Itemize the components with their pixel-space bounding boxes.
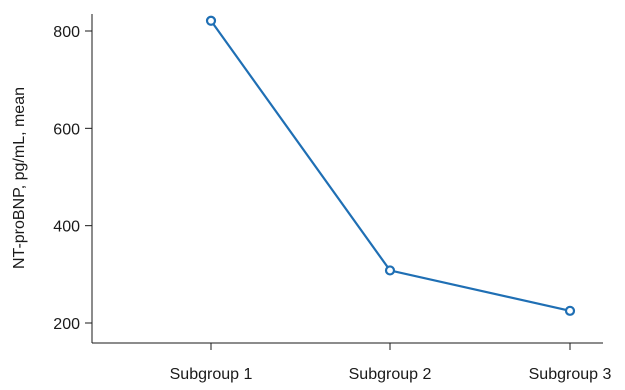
data-point-3 [564, 305, 576, 316]
y-tick-label: 800 [53, 24, 80, 41]
x-tick-label: Subgroup 3 [529, 366, 612, 383]
x-tick-label: Subgroup 1 [170, 366, 253, 383]
x-tick-label: Subgroup 2 [349, 366, 432, 383]
series-layer [205, 15, 576, 316]
y-tick-label: 400 [53, 219, 80, 236]
x-axis: Subgroup 1 Subgroup 2 Subgroup 3 [92, 342, 612, 383]
y-axis: 200 400 600 800 [53, 14, 93, 343]
y-tick-label: 600 [53, 121, 80, 138]
data-point-2 [384, 265, 396, 276]
y-tick-label: 200 [53, 316, 80, 333]
y-axis-title: NT-proBNP, pg/mL, mean [11, 87, 28, 269]
data-point-1 [205, 15, 217, 26]
